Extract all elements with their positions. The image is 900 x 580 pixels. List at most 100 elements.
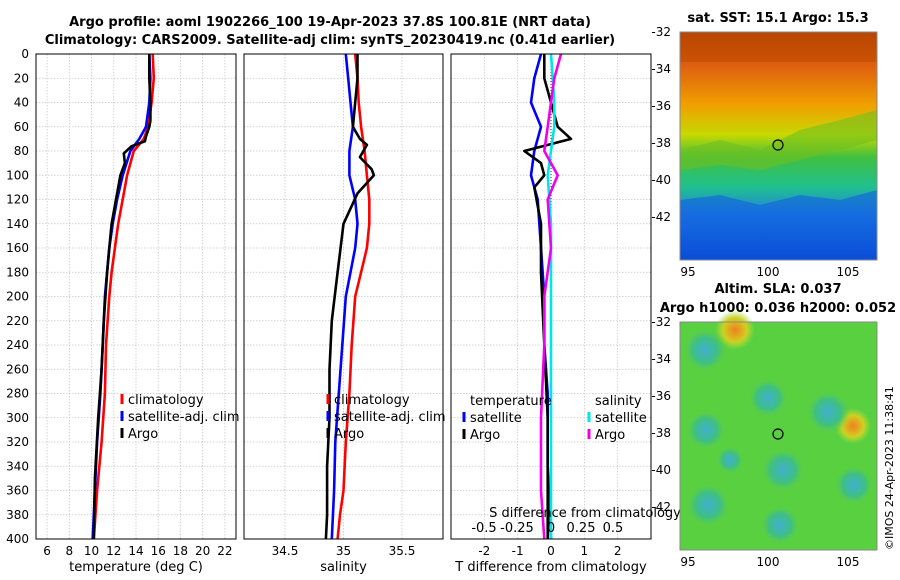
sst-map [679, 31, 878, 261]
series-layer [91, 53, 573, 540]
map-lat-tick-label: -40 [651, 173, 671, 187]
sla-map-title-line-2: Argo h1000: 0.036 h2000: 0.052 [660, 301, 896, 316]
series-line-salinity-argo [539, 53, 563, 540]
map-lat-tick-label: -36 [651, 389, 671, 403]
secondary-x-tick-label: -0.25 [500, 521, 534, 536]
depth-tick-label: 300 [6, 411, 29, 425]
x-tick-label: 20 [195, 544, 210, 558]
sla-negative-anomaly [686, 483, 730, 527]
sla-map [679, 310, 878, 551]
depth-tick-label: 100 [6, 168, 29, 182]
x-tick-label: 14 [128, 544, 143, 558]
sla-argo-position-marker [772, 428, 784, 440]
x-tick-label: 1 [581, 544, 589, 558]
depth-tick-label: 240 [6, 338, 29, 352]
sst-warm-band [680, 32, 877, 62]
sst-argo-position-marker [772, 139, 784, 151]
x-tick-label: -1 [512, 544, 524, 558]
sla-negative-anomaly [761, 448, 805, 492]
sla-negative-anomaly [716, 446, 744, 474]
map-lon-tick-label: 105 [837, 265, 860, 279]
sst-front-band [680, 110, 877, 170]
credit-label: ©IMOS 24-Apr-2023 11:38:41 [883, 386, 896, 550]
depth-tick-label: 80 [14, 144, 29, 158]
frame-layer [35, 53, 652, 540]
legend-label: climatology [334, 393, 410, 408]
map-lon-tick-label: 100 [757, 265, 780, 279]
x-tick-label: 16 [151, 544, 166, 558]
panel-frame [35, 53, 237, 540]
map-lat-tick-label: -36 [651, 99, 671, 113]
series-line-argo [92, 54, 152, 540]
map-lat-tick-label: -42 [651, 210, 671, 224]
map-lat-tick-label: -40 [651, 463, 671, 477]
depth-tick-label: 60 [14, 120, 29, 134]
secondary-x-tick-label: 0.25 [567, 521, 596, 536]
depth-tick-label: 40 [14, 96, 29, 110]
map-lat-tick-label: -34 [651, 62, 671, 76]
legend-label: Argo [334, 427, 364, 442]
depth-tick-label: 340 [6, 459, 29, 473]
map-lat-tick-label: -32 [651, 315, 671, 329]
x-tick-label: 10 [84, 544, 99, 558]
sla-negative-anomaly [683, 328, 727, 372]
sla-map-title-line-1: Altim. SLA: 0.037 [715, 282, 842, 297]
title-line-2: Climatology: CARS2009. Satellite-adj cli… [44, 33, 616, 48]
depth-tick-label: 140 [6, 217, 29, 231]
title-line-1: Argo profile: aoml 1902266_100 19-Apr-20… [69, 15, 591, 30]
sst-map-title: sat. SST: 15.1 Argo: 15.3 [687, 11, 868, 26]
secondary-x-tick-label: 0.5 [603, 521, 624, 536]
sla-negative-anomaly [760, 505, 800, 545]
map-lon-tick-label: 95 [680, 555, 695, 569]
sla-negative-anomaly [686, 410, 726, 450]
map-lat-tick-label: -34 [651, 352, 671, 366]
map-lon-tick-label: 105 [837, 555, 860, 569]
secondary-x-tick-label: 0 [547, 521, 555, 536]
map-lat-tick-label: -38 [651, 136, 671, 150]
depth-tick-label: 260 [6, 362, 29, 376]
x-axis-label: salinity [320, 560, 367, 575]
sst-cold-band [680, 190, 877, 260]
x-tick-label: 35.5 [389, 544, 416, 558]
x-tick-label: 6 [43, 544, 51, 558]
legend-label: satellite-adj. clim [334, 410, 446, 425]
depth-tick-label: 180 [6, 265, 29, 279]
legend-label: Argo [595, 428, 625, 443]
panel-frame [450, 53, 652, 540]
legend-label: satellite [470, 411, 522, 426]
sla-negative-anomaly [834, 465, 874, 505]
depth-tick-label: 20 [14, 71, 29, 85]
depth-tick-label: 380 [6, 508, 29, 522]
x-tick-label: 8 [66, 544, 74, 558]
secondary-x-axis-label: S difference from climatology [489, 506, 681, 521]
x-tick-label: 0 [547, 544, 555, 558]
legend-label: satellite-adj. clim [128, 410, 240, 425]
x-axis-label: temperature (deg C) [69, 560, 203, 575]
secondary-x-tick-label: -0.5 [471, 521, 496, 536]
x-tick-label: 34.5 [272, 544, 299, 558]
x-axis-label: T difference from climatology [454, 560, 647, 575]
x-tick-label: 18 [173, 544, 188, 558]
depth-tick-label: 360 [6, 484, 29, 498]
x-tick-label: 22 [217, 544, 232, 558]
legend-title-temperature: temperature [470, 394, 552, 409]
sst-map-frame [679, 31, 878, 261]
x-tick-label: 2 [614, 544, 622, 558]
series-line-argo [324, 54, 376, 540]
depth-tick-label: 120 [6, 193, 29, 207]
map-lat-tick-label: -32 [651, 25, 671, 39]
sla-negative-anomaly [806, 390, 850, 434]
x-tick-label: 12 [106, 544, 121, 558]
depth-tick-label: 220 [6, 314, 29, 328]
series-line-climatology [336, 53, 371, 540]
depth-tick-label: 400 [6, 532, 29, 546]
series-line-salinity-satellite [546, 53, 556, 539]
depth-tick-label: 0 [21, 47, 29, 61]
sla-negative-anomaly [748, 378, 788, 418]
legend-title-salinity: salinity [595, 394, 642, 409]
depth-tick-label: 200 [6, 290, 29, 304]
legend-label: Argo [128, 427, 158, 442]
legend-label: climatology [128, 393, 204, 408]
